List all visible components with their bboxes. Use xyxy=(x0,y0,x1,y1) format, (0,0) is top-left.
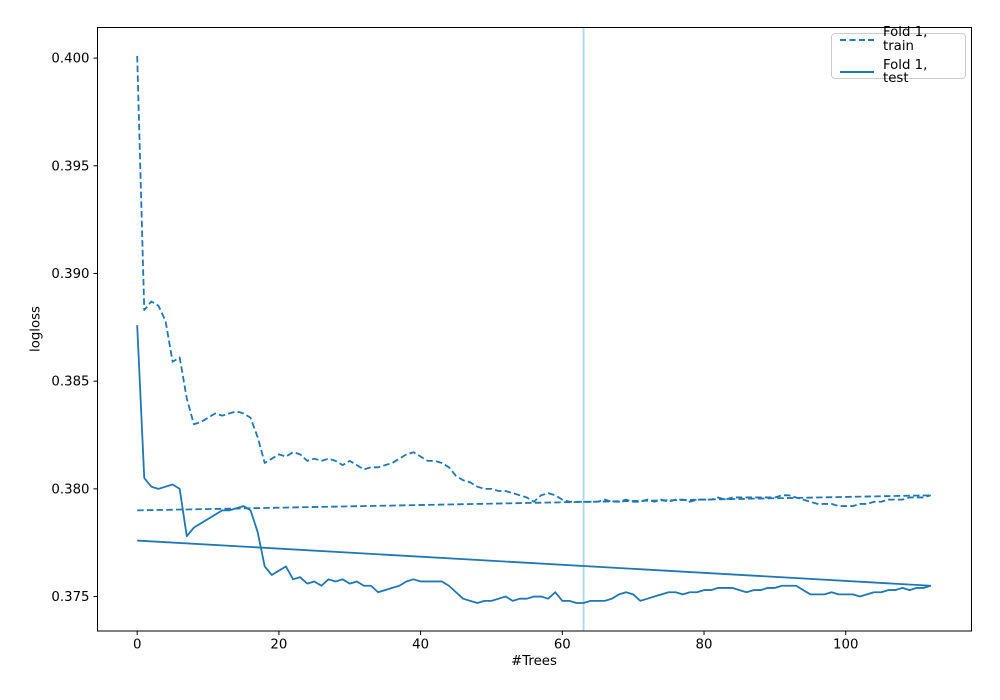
x-tick-label: 60 xyxy=(554,638,571,653)
y-tick-label: 0.385 xyxy=(51,375,89,390)
x-tick-label: 40 xyxy=(412,638,429,653)
y-tick-label: 0.390 xyxy=(51,267,89,282)
legend-item-train: Fold 1, train xyxy=(840,26,957,53)
x-axis-label: #Trees xyxy=(511,654,557,669)
series-line-0 xyxy=(136,55,932,507)
x-tick-label: 100 xyxy=(833,638,858,653)
y-tick-label: 0.395 xyxy=(51,159,89,174)
y-tick-label: 0.400 xyxy=(51,52,89,67)
y-tick-label: 0.380 xyxy=(51,482,89,497)
solid-line-sample-icon xyxy=(840,71,874,74)
legend-label-test: Fold 1, test xyxy=(883,58,928,87)
legend-item-test: Fold 1, test xyxy=(840,59,957,86)
legend-label-train: Fold 1, train xyxy=(883,25,928,54)
legend: Fold 1, train Fold 1, test xyxy=(831,26,966,85)
y-axis-label: logloss xyxy=(28,306,44,352)
x-tick-label: 80 xyxy=(696,638,713,653)
series-line-1 xyxy=(136,325,932,604)
x-tick-label: 0 xyxy=(133,638,141,653)
x-tick-label: 20 xyxy=(270,638,287,653)
series-line-3 xyxy=(137,539,931,587)
plot-border xyxy=(97,27,972,632)
series-line-2 xyxy=(137,494,931,512)
y-tick-label: 0.375 xyxy=(51,590,89,605)
dashed-line-sample-icon xyxy=(840,38,874,41)
